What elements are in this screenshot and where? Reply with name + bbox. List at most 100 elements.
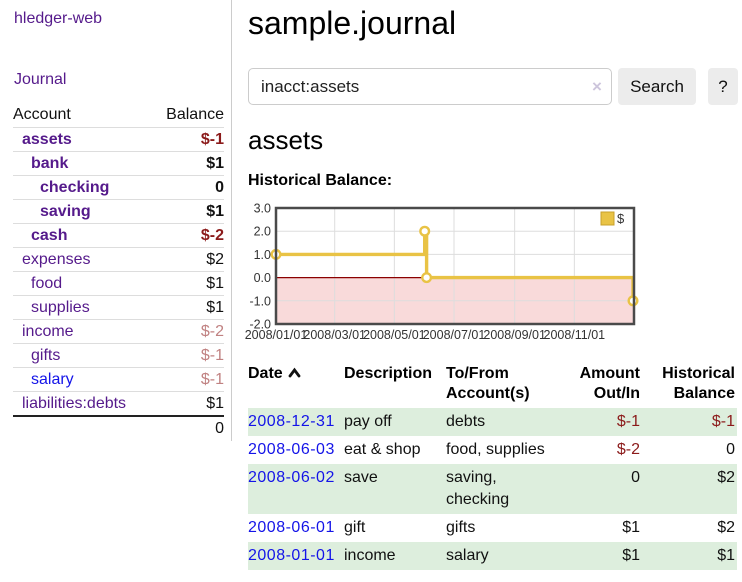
register-header-row: Date Description To/From Account(s) Amount … — [248, 362, 737, 408]
register-date-cell: 2008-01-01 — [248, 542, 344, 570]
account-link-gifts[interactable]: gifts — [31, 347, 61, 364]
y-axis-tick-label: -1.0 — [249, 294, 271, 308]
account-link-salary[interactable]: salary — [31, 371, 74, 388]
transaction-date-link[interactable]: 2008-06-02 — [248, 469, 335, 486]
account-balance: $1 — [206, 275, 224, 292]
register-date-cell: 2008-06-01 — [248, 514, 344, 542]
account-cell: saving — [13, 200, 153, 224]
y-axis-tick-label: 2.0 — [254, 225, 271, 239]
register-row: 2008-01-01 income salary $1 $1 — [248, 542, 737, 570]
help-button[interactable]: ? — [708, 68, 738, 105]
account-balance: $1 — [206, 155, 224, 172]
y-axis-tick-label: 0.0 — [254, 271, 271, 285]
data-point-marker — [419, 225, 431, 237]
account-row: income $-2 — [13, 319, 224, 344]
sidebar: hledger-web Journal Account Balance asse… — [0, 0, 232, 441]
register-accounts-cell: saving, checking — [446, 469, 510, 508]
register-accounts-cell: debts — [446, 413, 486, 430]
account-row: salary $-1 — [13, 367, 224, 392]
account-row: food $1 — [13, 271, 224, 296]
account-balance: $-1 — [200, 371, 224, 388]
account-balance: $1 — [206, 395, 224, 412]
account-cell: cash — [13, 224, 153, 248]
brand-link[interactable]: hledger-web — [14, 10, 103, 27]
account-link-bank[interactable]: bank — [31, 155, 69, 172]
register-amount-cell: $-1 — [616, 413, 640, 430]
account-balance: $-1 — [200, 131, 224, 148]
account-row: expenses $2 — [13, 247, 224, 272]
register-col-historical-balance: Historical Balance — [642, 362, 737, 408]
register-amount-cell: $1 — [622, 519, 640, 536]
accounts-total-row: 0 — [13, 416, 224, 440]
account-link-income[interactable]: income — [22, 323, 74, 340]
plot-border — [274, 206, 636, 326]
register-accounts-cell: food, supplies — [446, 441, 545, 458]
register-col-label: Historical Balance — [662, 365, 735, 402]
transaction-date-link[interactable]: 2008-12-31 — [248, 413, 335, 430]
register-row: 2008-06-01 gift gifts $1 $2 — [248, 514, 737, 542]
transaction-date-link[interactable]: 2008-06-01 — [248, 519, 335, 536]
register-date-cell: 2008-06-02 — [248, 464, 344, 514]
account-cell: liabilities:debts — [13, 392, 153, 417]
account-cell: gifts — [13, 344, 153, 368]
register-row: 2008-06-02 save saving, checking 0 $2 — [248, 464, 737, 514]
account-row: cash $-2 — [13, 223, 224, 248]
account-cell: checking — [13, 176, 153, 200]
register-balance-cell: $2 — [717, 519, 735, 536]
account-link-liabilities-debts[interactable]: liabilities:debts — [22, 395, 127, 412]
register-date-cell: 2008-12-31 — [248, 408, 344, 436]
account-link-expenses[interactable]: expenses — [22, 251, 91, 268]
account-link-saving[interactable]: saving — [40, 203, 91, 220]
account-row: assets $-1 — [13, 127, 224, 152]
balance-chart: $3.0 2.0 1.0 0.0 -1.0 -2.0 2008/01/01 2008/03/0… — [240, 200, 742, 348]
account-balance: $1 — [206, 299, 224, 316]
chart-title: Historical Balance: — [248, 172, 393, 189]
x-axis-tick-label: 2008/01/01 — [245, 328, 308, 342]
account-link-assets[interactable]: assets — [22, 131, 72, 148]
register-col-date[interactable]: Date — [248, 362, 344, 408]
register-balance-cell: $-1 — [711, 413, 735, 430]
accounts-col-balance: Balance — [166, 106, 224, 123]
clear-search-icon[interactable]: × — [592, 77, 602, 96]
search-input[interactable] — [248, 68, 612, 105]
register-col-to-from-account-s-: To/From Account(s) — [446, 362, 558, 408]
account-link-supplies[interactable]: supplies — [31, 299, 90, 316]
search-button[interactable]: Search — [618, 68, 696, 105]
y-axis-tick-label: -2.0 — [249, 318, 271, 332]
account-cell: salary — [13, 368, 153, 392]
register-col-amount-out-in: Amount Out/In — [558, 362, 642, 408]
x-axis-tick-label: 2008/05/01 — [363, 328, 426, 342]
accounts-header-row: Account Balance — [13, 103, 224, 128]
account-link-food[interactable]: food — [31, 275, 63, 292]
account-link-cash[interactable]: cash — [31, 227, 68, 244]
register-amount-cell: $-2 — [616, 441, 640, 458]
register-description-cell: income — [344, 547, 396, 564]
transaction-date-link[interactable]: 2008-01-01 — [248, 547, 335, 564]
register-balance-cell: $2 — [717, 469, 735, 486]
data-point-marker — [421, 272, 433, 284]
transaction-date-link[interactable]: 2008-06-03 — [248, 441, 335, 458]
account-cell: expenses — [13, 248, 153, 272]
accounts-table: Account Balance assets $-1 bank $1 checking 0… — [13, 103, 224, 440]
register-balance-cell: 0 — [726, 441, 735, 458]
accounts-col-account: Account — [13, 106, 71, 123]
register-col-description: Description — [344, 362, 446, 408]
register-col-label: Amount Out/In — [579, 365, 640, 402]
account-cell: food — [13, 272, 153, 296]
account-cell: assets — [13, 128, 153, 152]
register-amount-cell: 0 — [631, 469, 640, 486]
account-link-checking[interactable]: checking — [40, 179, 110, 196]
register-description-cell: save — [344, 469, 378, 486]
register-col-label: Date — [248, 365, 283, 382]
legend-swatch — [600, 211, 615, 226]
sort-ascending-icon — [288, 367, 301, 378]
account-cell: supplies — [13, 296, 153, 320]
register-table: Date Description To/From Account(s) Amount … — [248, 362, 737, 570]
nav-journal-link[interactable]: Journal — [14, 71, 67, 88]
register-description-cell: eat & shop — [344, 441, 421, 458]
register-accounts-cell: salary — [446, 547, 489, 564]
account-balance: 0 — [215, 179, 224, 196]
account-row: liabilities:debts $1 — [13, 391, 224, 417]
account-balance: $-1 — [200, 347, 224, 364]
accounts-total-spacer — [13, 416, 153, 440]
